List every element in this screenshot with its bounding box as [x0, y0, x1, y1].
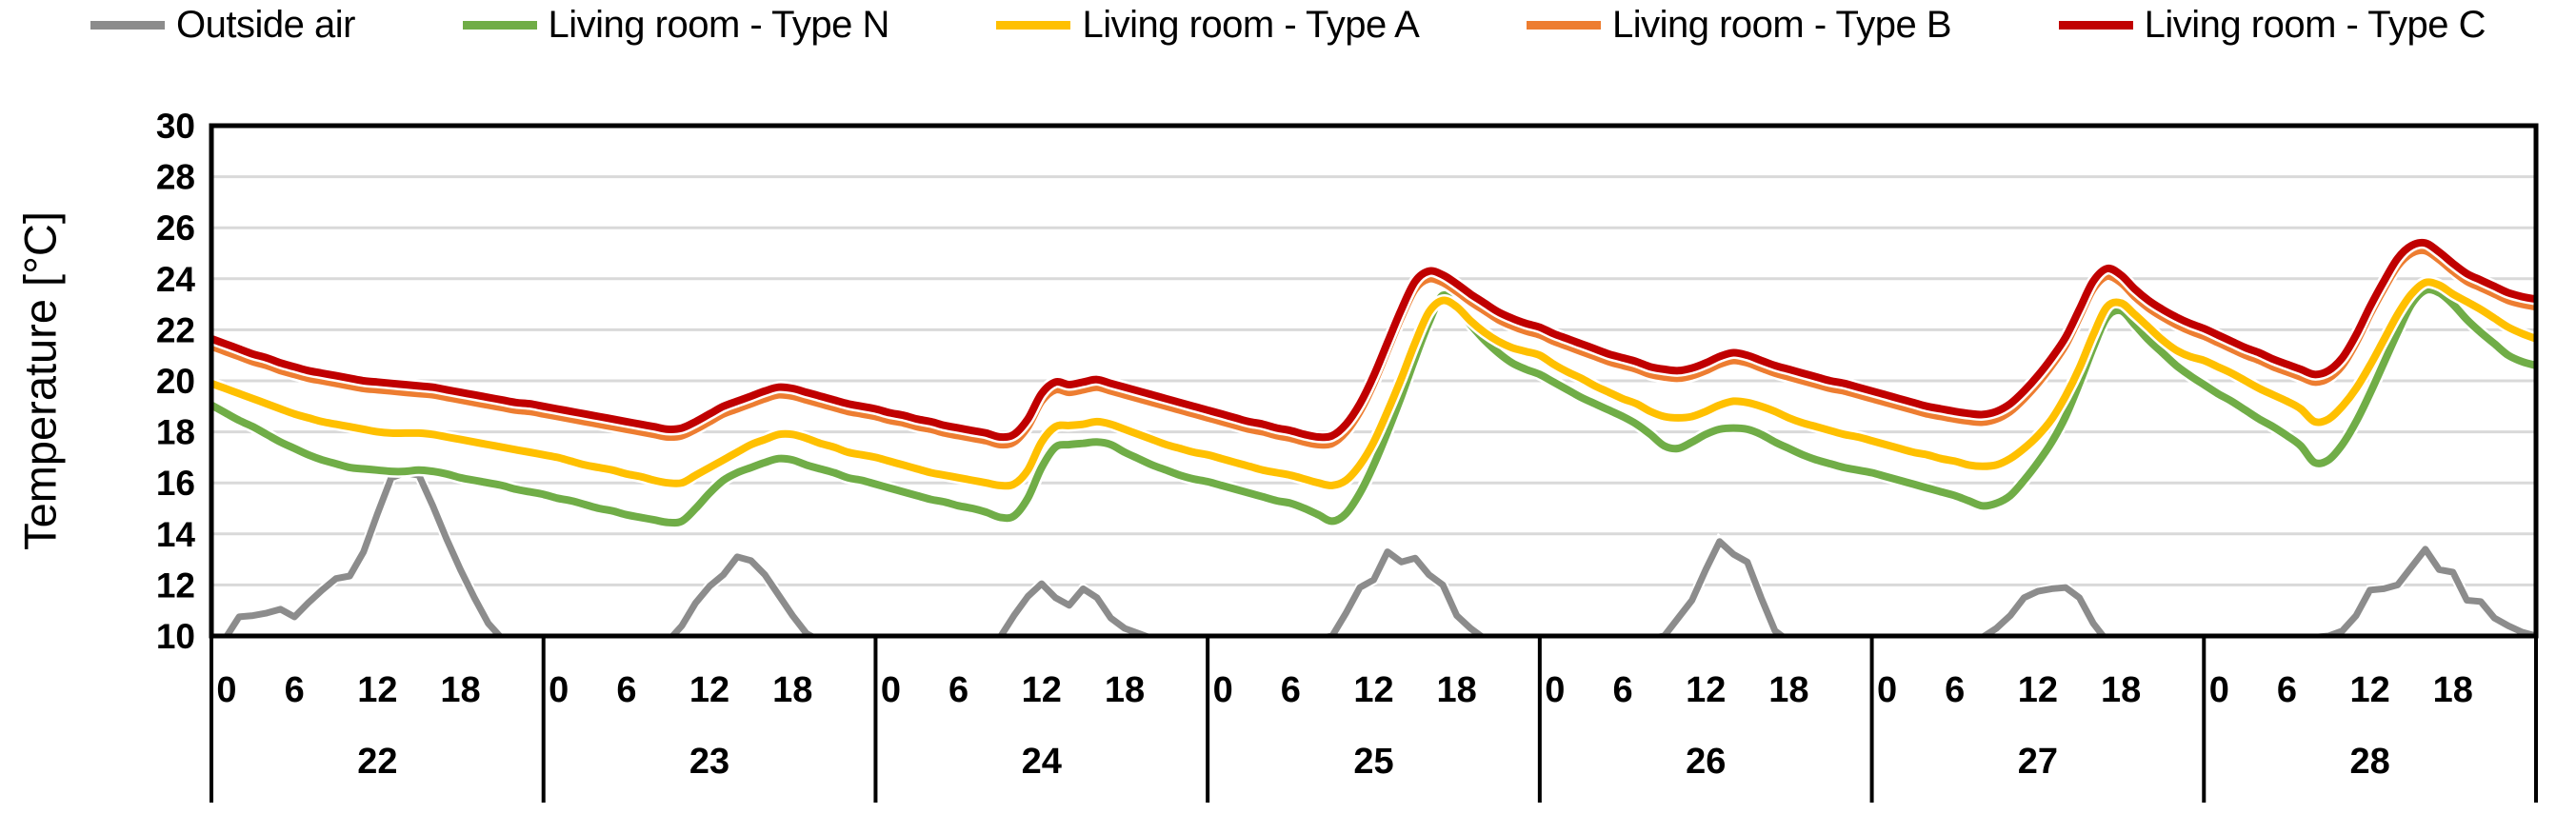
hour-tick-label: 6 — [285, 670, 305, 710]
hour-tick-label: 12 — [1686, 670, 1726, 710]
series-group — [211, 236, 2536, 636]
legend-line-swatch — [996, 21, 1071, 30]
day-label: 25 — [1353, 742, 1393, 782]
legend-line-swatch — [2058, 21, 2133, 30]
day-label: 27 — [2018, 742, 2058, 782]
hour-tick-label: 6 — [1612, 670, 1632, 710]
legend-item: Living room - Type A — [996, 4, 1420, 47]
y-tick-label: 22 — [156, 310, 195, 349]
y-tick-label: 26 — [156, 208, 195, 248]
day-label: 26 — [1686, 742, 1726, 782]
hour-tick-label: 0 — [1213, 670, 1233, 710]
hour-tick-label: 0 — [1877, 670, 1897, 710]
day-label: 28 — [2350, 742, 2390, 782]
hour-tick-label: 12 — [2350, 670, 2390, 710]
legend-label: Living room - Type N — [548, 4, 890, 46]
hour-tick-label: 18 — [1437, 670, 1477, 710]
hour-tick-label: 6 — [1945, 670, 1965, 710]
hour-tick-label: 0 — [2209, 670, 2229, 710]
y-tick-label: 12 — [156, 566, 195, 605]
hour-tick-label: 6 — [616, 670, 636, 710]
y-tick-label: 28 — [156, 158, 195, 197]
series-line-living-room-type-c — [211, 238, 2536, 442]
legend-item: Outside air — [90, 4, 355, 47]
hour-tick-label: 12 — [1022, 670, 1062, 710]
series-line-living-room-type-n — [211, 286, 2536, 527]
y-tick-label: 30 — [156, 107, 195, 146]
series-line-living-room-type-a — [211, 278, 2536, 490]
hour-tick-label: 18 — [1768, 670, 1808, 710]
legend-line-swatch — [462, 21, 537, 30]
y-tick-label: 16 — [156, 464, 195, 503]
legend-label: Outside air — [176, 4, 355, 46]
series-line-outside-air — [223, 469, 2536, 636]
hour-tick-label: 18 — [440, 670, 480, 710]
y-tick-label: 24 — [156, 260, 196, 299]
legend-line-swatch — [1526, 21, 1601, 30]
hour-tick-label: 12 — [357, 670, 397, 710]
hour-tick-label: 18 — [2433, 670, 2473, 710]
legend-item: Living room - Type B — [1526, 4, 1952, 47]
hour-tick-label: 12 — [689, 670, 729, 710]
hour-tick-label: 18 — [2101, 670, 2141, 710]
y-tick-label: 20 — [156, 362, 195, 401]
legend-label: Living room - Type B — [1611, 4, 1952, 46]
legend-label: Living room - Type A — [1082, 4, 1420, 46]
y-tick-label: 18 — [156, 413, 195, 452]
hour-tick-label: 0 — [216, 670, 236, 710]
legend-line-swatch — [90, 21, 165, 30]
hour-tick-label: 18 — [1105, 670, 1145, 710]
hour-tick-label: 12 — [1353, 670, 1393, 710]
day-label: 22 — [357, 742, 397, 782]
plot-border — [209, 123, 2539, 639]
hour-tick-label: 0 — [1545, 670, 1565, 710]
legend-label: Living room - Type C — [2144, 4, 2486, 46]
y-tick-label: 14 — [156, 515, 196, 554]
day-label: 24 — [1022, 742, 1062, 782]
hour-tick-label: 18 — [772, 670, 812, 710]
day-label: 23 — [689, 742, 729, 782]
hour-tick-label: 6 — [2277, 670, 2297, 710]
legend-item: Living room - Type C — [2058, 4, 2486, 47]
hour-tick-label: 12 — [2018, 670, 2058, 710]
hour-tick-label: 0 — [549, 670, 569, 710]
legend-item: Living room - Type N — [462, 4, 890, 47]
y-tick-label: 10 — [156, 617, 195, 656]
hour-tick-label: 6 — [949, 670, 968, 710]
chart-legend: Outside air Living room - Type N Living ro… — [0, 4, 2576, 47]
hour-tick-label: 0 — [881, 670, 901, 710]
hour-tick-label: 6 — [1281, 670, 1301, 710]
